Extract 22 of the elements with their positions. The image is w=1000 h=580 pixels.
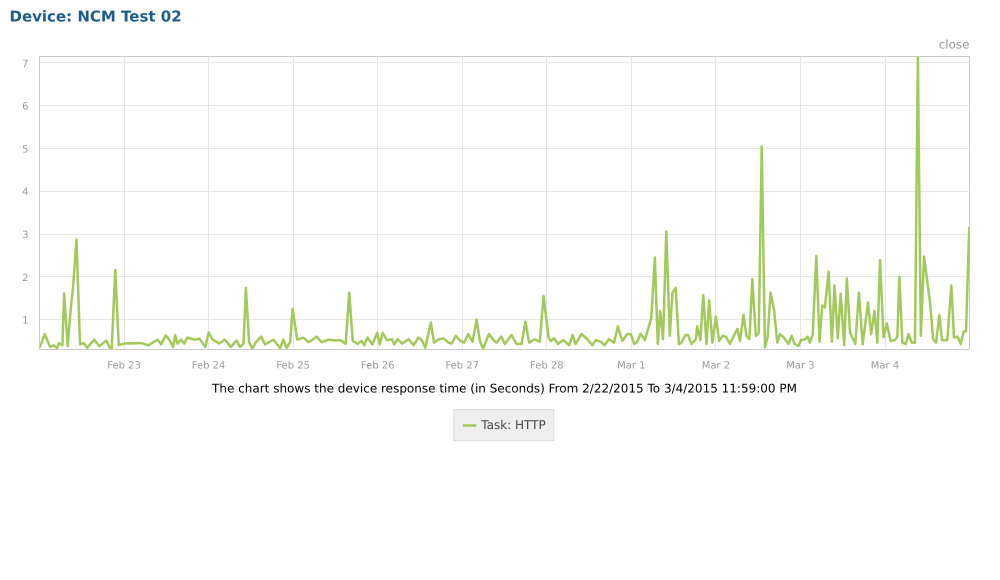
x-tick-label: Feb 25: [276, 360, 310, 372]
x-tick-label: Feb 28: [530, 360, 564, 372]
x-tick-label: Feb 27: [445, 360, 480, 372]
legend-label: Task: HTTP: [481, 418, 546, 432]
x-tick-label: Feb 23: [107, 360, 141, 372]
x-tick-label: Feb 26: [360, 360, 395, 372]
y-tick-label: 4: [22, 187, 29, 198]
x-tick-label: Mar 1: [617, 360, 646, 372]
x-tick-label: Feb 24: [192, 360, 226, 372]
text: The chart shows the device response time (in Seconds) From 2/22/2015 To 3/4/2015 11:59:00 PM: [211, 382, 797, 396]
x-tick-label: Mar 2: [702, 360, 730, 372]
x-tick-label: Mar 4: [870, 360, 900, 372]
line-series: [40, 56, 970, 350]
y-tick-label: 5: [22, 144, 29, 156]
y-tick-label: 1: [22, 316, 29, 327]
y-tick-label: 6: [22, 102, 29, 113]
y-tick-label: 7: [22, 58, 29, 70]
x-tick-label: Mar 3: [786, 360, 815, 372]
y-tick-label: 3: [22, 230, 29, 242]
chart-title: Device: NCM Test 02: [10, 8, 182, 26]
y-tick-label: 2: [22, 272, 29, 284]
text: close: [938, 38, 970, 52]
